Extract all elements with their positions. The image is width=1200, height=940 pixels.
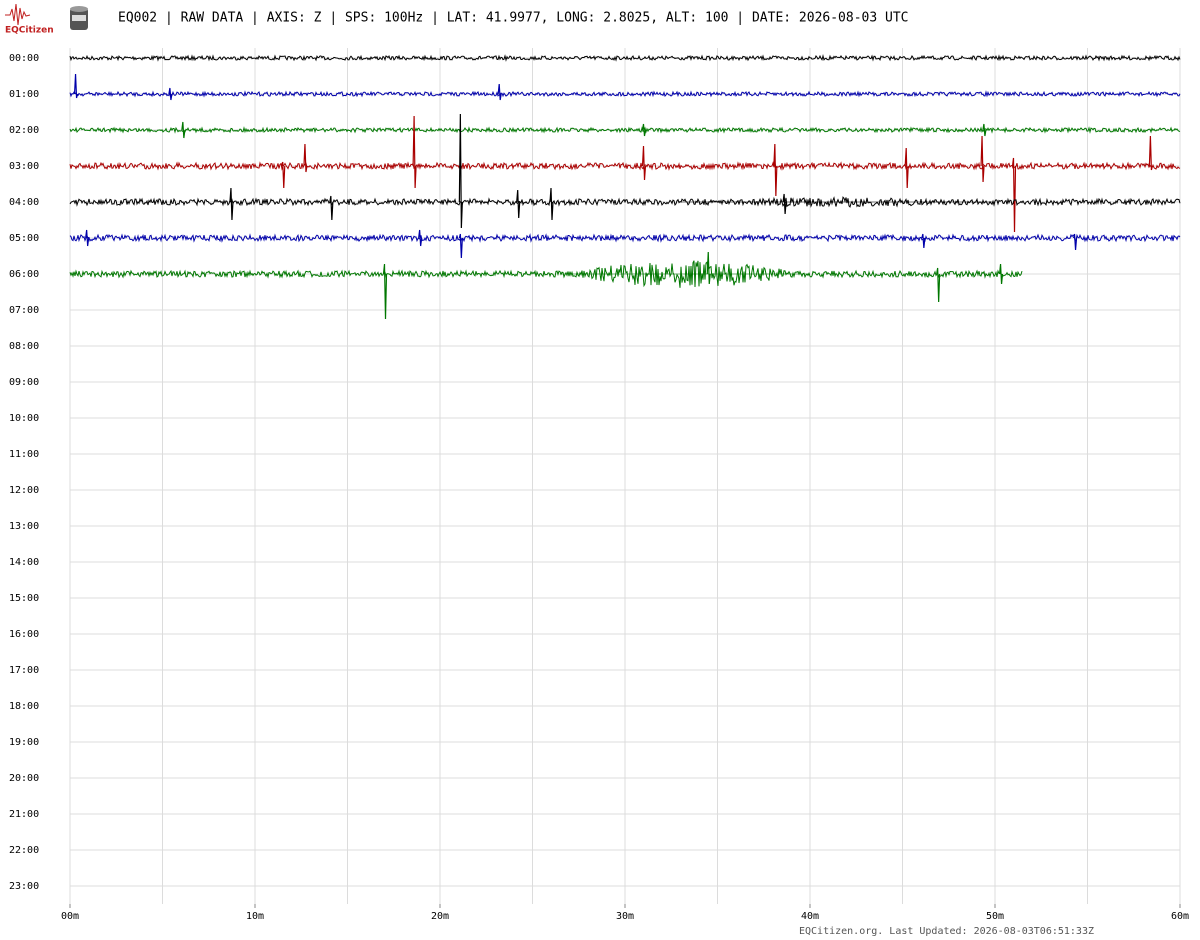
x-tick-label: 30m (616, 911, 634, 922)
row-label: 01:00 (9, 89, 39, 100)
row-label: 11:00 (9, 449, 39, 460)
spike (181, 121, 186, 139)
row-label: 15:00 (9, 593, 39, 604)
row-label: 19:00 (9, 737, 39, 748)
spike (412, 115, 417, 189)
trace (69, 260, 1023, 288)
row-label: 20:00 (9, 773, 39, 784)
spike (936, 267, 941, 303)
logo-wave (5, 3, 31, 26)
x-tick-label: 20m (431, 911, 449, 922)
row-label: 22:00 (9, 845, 39, 856)
spike (1072, 233, 1078, 251)
spike (497, 83, 502, 101)
row-label: 12:00 (9, 485, 39, 496)
row-label: 08:00 (9, 341, 39, 352)
x-tick-label: 10m (246, 911, 264, 922)
spike (458, 233, 463, 259)
spike (1011, 157, 1017, 233)
spike (73, 73, 79, 99)
x-tick-label: 60m (1171, 911, 1189, 922)
spike (998, 263, 1004, 285)
chart-title: EQ002 | RAW DATA | AXIS: Z | SPS: 100Hz … (118, 11, 909, 26)
spike (782, 193, 787, 215)
spike (982, 123, 987, 137)
spike (418, 229, 423, 247)
spike (641, 123, 647, 137)
row-label: 03:00 (9, 161, 39, 172)
x-tick-label: 50m (986, 911, 1004, 922)
spike (382, 263, 388, 320)
spike (706, 251, 711, 285)
trace (69, 233, 1181, 243)
sensor-label (72, 15, 86, 21)
row-label: 10:00 (9, 413, 39, 424)
spike (980, 135, 985, 183)
row-label: 13:00 (9, 521, 39, 532)
trace (69, 161, 1181, 171)
spike (549, 187, 554, 221)
row-label: 07:00 (9, 305, 39, 316)
row-label: 00:00 (9, 53, 39, 64)
trace (69, 54, 1181, 62)
row-label: 17:00 (9, 665, 39, 676)
row-label: 06:00 (9, 269, 39, 280)
sensor-top (70, 6, 88, 12)
spike (641, 145, 647, 181)
spike (329, 195, 334, 221)
spike (1148, 135, 1153, 171)
x-tick-label: 00m (61, 911, 79, 922)
spike (458, 113, 463, 229)
trace (69, 196, 1181, 208)
sensor-icon (70, 6, 88, 30)
spike (168, 87, 173, 101)
trace (69, 90, 1181, 98)
row-label: 09:00 (9, 377, 39, 388)
row-label: 14:00 (9, 557, 39, 568)
logo: EQCitizen (5, 3, 54, 36)
spike (85, 229, 90, 247)
row-label: 05:00 (9, 233, 39, 244)
row-label: 18:00 (9, 701, 39, 712)
row-label: 16:00 (9, 629, 39, 640)
row-label: 21:00 (9, 809, 39, 820)
spike (229, 187, 234, 221)
row-label: 23:00 (9, 881, 39, 892)
trace (69, 126, 1181, 134)
spike (303, 143, 308, 173)
spike (281, 161, 286, 189)
row-label: 02:00 (9, 125, 39, 136)
row-label: 04:00 (9, 197, 39, 208)
spike (516, 189, 521, 219)
spike (904, 147, 909, 189)
spike (773, 143, 778, 197)
footer: EQCitizen.org. Last Updated: 2026-08-03T… (799, 926, 1094, 937)
x-tick-label: 40m (801, 911, 819, 922)
logo-text: EQCitizen (5, 26, 54, 36)
spike (921, 233, 926, 249)
